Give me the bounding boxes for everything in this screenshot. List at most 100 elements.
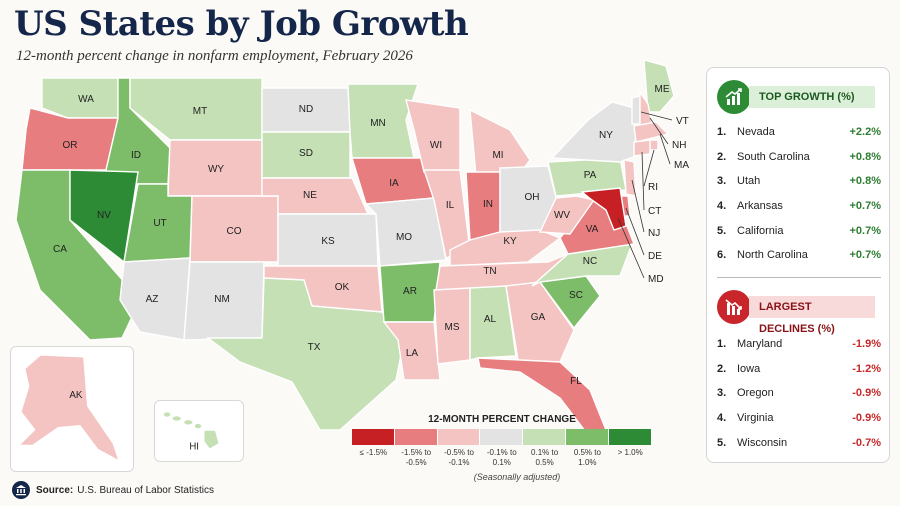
rank-number: 2. [717,150,727,163]
state-mo[interactable] [364,197,447,267]
source-text: U.S. Bureau of Labor Statistics [77,484,214,496]
state-label: CT [648,206,661,217]
state-az[interactable] [119,257,191,341]
state-label: NM [214,294,230,305]
rank-number: 1. [717,338,727,351]
state-label: CA [53,244,67,255]
alaska-inset: AK [10,346,134,472]
state-or[interactable] [21,107,119,171]
state-wv[interactable] [538,195,596,235]
leader-line-vt [640,111,673,121]
leader-line-ma [659,133,671,165]
legend-label: -0.5% to -0.1% [444,448,474,467]
state-name: Utah [737,175,761,188]
source-label: Source: [36,484,74,496]
state-name: South Carolina [737,150,810,163]
largest-declines-title: LARGEST DECLINES (%) [749,296,875,335]
rank-row: 3. Utah +0.8% [717,169,881,194]
state-label: UT [153,218,166,229]
state-label: MO [396,232,412,243]
state-ak[interactable] [17,354,121,463]
state-label: NV [97,210,111,221]
state-label: VA [586,224,599,235]
legend-item: 0.1% to 0.5% [523,429,566,468]
state-name: Nevada [737,126,775,139]
top-growth-list: 1. Nevada +2.2% 2. South Carolina +0.8% 3. Utah… [717,120,881,268]
rank-number: 5. [717,224,727,237]
state-name: Arkansas [737,200,783,213]
rank-value: -1.9% [852,338,881,351]
legend-label: > 1.0% [617,448,643,457]
state-label: RI [648,182,658,193]
state-label: AR [403,286,417,297]
state-label: AK [69,390,83,401]
state-label: MD [648,274,664,285]
state-label: GA [531,312,546,323]
bank-icon [12,481,30,499]
rank-number: 3. [717,387,727,400]
chart-up-icon [717,80,751,114]
state-ny[interactable] [550,101,637,163]
state-label: IN [483,199,493,210]
state-la[interactable] [382,321,441,381]
rank-value: +0.7% [849,200,882,213]
rank-row: 4. Arkansas +0.7% [717,194,881,219]
state-name: California [737,224,784,237]
legend-item: > 1.0% [608,429,652,468]
state-label: AZ [146,294,159,305]
legend-label: ≤ -1.5% [359,448,388,457]
rank-row: 5. California +0.7% [717,218,881,243]
legend-item: ≤ -1.5% [352,429,395,468]
leader-line-ct [641,151,645,211]
rank-number: 5. [717,436,727,449]
state-label: SD [299,148,313,159]
state-label: MT [193,106,207,117]
map-legend: 12-MONTH PERCENT CHANGE ≤ -1.5% -1.5% to … [352,414,652,482]
state-label: ME [655,84,670,95]
legend-title: 12-MONTH PERCENT CHANGE [428,414,576,425]
state-name: Wisconsin [737,436,788,449]
chart-down-icon [717,290,751,324]
state-mi[interactable] [469,108,531,177]
state-label: VT [676,116,689,127]
rank-value: +0.8% [849,150,882,163]
state-label: IA [389,178,399,189]
panel-divider [717,277,881,278]
legend-swatch [437,429,481,445]
top-growth-title: TOP GROWTH (%) [749,86,875,108]
state-ga[interactable] [505,281,575,363]
state-label: OK [335,282,350,293]
legend-swatch [352,429,395,445]
state-label: ND [299,104,313,115]
legend-item: -0.5% to -0.1% [437,429,481,468]
state-al[interactable] [469,285,517,361]
state-hi[interactable] [162,410,221,451]
legend-label: 0.5% to 1.0% [573,448,601,467]
state-label: NY [599,130,613,141]
us-map-svg: WA OR CA ID NV MT WY UT AZ CO NM ND SD N… [15,59,689,441]
state-name: North Carolina [737,249,808,262]
state-vt[interactable] [631,95,641,125]
state-label: NJ [648,228,660,239]
rank-value: +2.2% [849,126,882,139]
state-ct[interactable] [633,139,651,157]
legend-swatch [480,429,524,445]
rank-number: 3. [717,175,727,188]
rank-row: 1. Nevada +2.2% [717,120,881,145]
rank-number: 6. [717,249,727,262]
state-md[interactable] [580,187,627,231]
state-label: MN [370,118,386,129]
state-label: ID [131,150,141,161]
state-label: MA [674,160,689,171]
state-tx[interactable] [205,277,405,431]
leader-line-md [617,217,645,279]
rankings-panel: TOP GROWTH (%) 1. Nevada +2.2% 2. South Caro… [706,67,890,463]
leader-line-ri [643,149,655,187]
rank-value: -0.9% [852,387,881,400]
page-subtitle: 12-month percent change in nonfarm emplo… [16,48,413,64]
state-ri[interactable] [649,139,659,151]
state-ma[interactable] [633,121,670,143]
rank-value: -1.2% [852,362,881,375]
state-name: Virginia [737,412,774,425]
state-name: Oregon [737,387,774,400]
